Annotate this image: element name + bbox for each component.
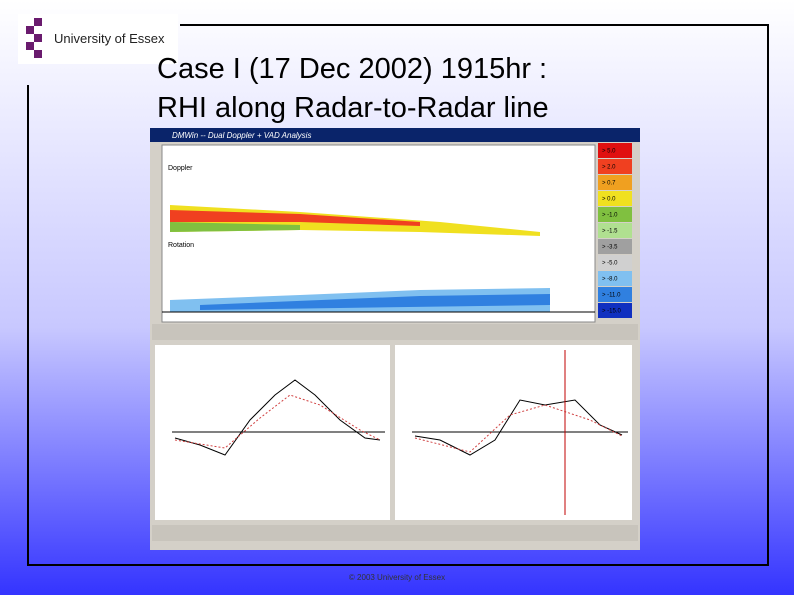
logo-box xyxy=(18,14,178,64)
echo xyxy=(200,294,550,310)
legend-label: > -8.0 xyxy=(602,277,618,283)
legend-swatch xyxy=(598,271,632,286)
legend-label: > 2.0 xyxy=(602,165,616,171)
window-title: DMWin -- Dual Doppler + VAD Analysis xyxy=(172,131,311,140)
legend-label: > -11.0 xyxy=(602,293,621,299)
footer: © 2003 University of Essex xyxy=(349,573,445,582)
logo-mark xyxy=(26,18,42,58)
legend-label: > 5.0 xyxy=(602,149,616,155)
profile xyxy=(414,399,623,456)
legend-swatch xyxy=(598,159,632,174)
legend-label: > -1.5 xyxy=(602,229,618,235)
echo xyxy=(170,222,300,232)
legend: > 5.0 > 2.0 > 0.7 > 0.0 > -1.0 > -1.5 > -3.5 > … xyxy=(598,143,632,318)
legend-label: > -5.0 xyxy=(602,261,618,267)
control-row xyxy=(152,324,638,340)
legend-label: > -15.0 xyxy=(602,309,622,315)
control-row xyxy=(152,525,638,541)
panel-label: Rotation xyxy=(168,242,194,249)
legend-swatch xyxy=(598,191,632,206)
echo xyxy=(170,210,420,226)
title-bar xyxy=(150,128,640,142)
legend-swatch xyxy=(598,143,632,158)
legend-swatch xyxy=(598,303,632,318)
logo-text: University of Essex xyxy=(54,31,165,46)
legend-swatch xyxy=(598,207,632,222)
legend-label: > -1.0 xyxy=(602,213,618,219)
legend-swatch xyxy=(598,223,632,238)
legend-swatch xyxy=(598,175,632,190)
legend-label: > 0.7 xyxy=(602,181,616,187)
legend-swatch xyxy=(598,287,632,302)
profile-fit xyxy=(414,404,623,453)
panel-label: Doppler xyxy=(168,165,193,172)
frame xyxy=(27,24,769,566)
profile xyxy=(174,379,381,456)
title-line: RHI along Radar-to-Radar line xyxy=(157,92,549,124)
legend-label: > 0.0 xyxy=(602,197,616,203)
legend-swatch xyxy=(598,239,632,254)
title-line: Case I (17 Dec 2002) 1915hr : xyxy=(157,53,547,85)
profile-fit xyxy=(174,394,381,449)
legend-label: > -3.5 xyxy=(602,245,618,251)
legend-swatch xyxy=(598,255,632,270)
